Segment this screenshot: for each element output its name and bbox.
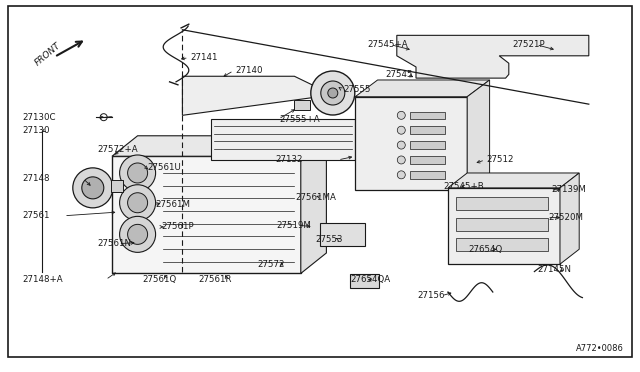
Bar [350, 274, 379, 288]
Bar [320, 223, 365, 246]
Text: 27156: 27156 [417, 291, 445, 300]
Circle shape [73, 168, 113, 208]
Text: 27561M: 27561M [155, 200, 190, 209]
Text: 27132: 27132 [275, 155, 303, 164]
Bar [456, 238, 548, 251]
Bar [410, 126, 445, 134]
Circle shape [397, 171, 405, 179]
Text: 27521P: 27521P [512, 40, 545, 49]
Bar [410, 112, 445, 119]
Polygon shape [112, 136, 326, 156]
Circle shape [120, 155, 156, 191]
Text: 27520M: 27520M [548, 213, 584, 222]
Circle shape [397, 126, 405, 134]
Polygon shape [397, 35, 589, 78]
Polygon shape [467, 80, 490, 190]
Text: 27561U: 27561U [148, 163, 182, 172]
Text: 27145N: 27145N [538, 265, 572, 274]
Text: 27561N: 27561N [97, 239, 131, 248]
Text: 27572: 27572 [257, 260, 285, 269]
Text: 27140: 27140 [235, 66, 262, 75]
Text: 27130C: 27130C [22, 113, 56, 122]
Text: 27519M: 27519M [276, 221, 311, 230]
Circle shape [397, 111, 405, 119]
Bar [410, 171, 445, 179]
Polygon shape [448, 173, 579, 188]
Circle shape [311, 71, 355, 115]
Text: 27545+B: 27545+B [443, 182, 484, 191]
Text: 27148: 27148 [22, 174, 50, 183]
Text: 27561: 27561 [22, 211, 50, 220]
Bar [456, 197, 548, 210]
Text: FRONT: FRONT [33, 41, 63, 68]
Circle shape [397, 156, 405, 164]
Circle shape [82, 177, 104, 199]
Text: 27141: 27141 [190, 53, 218, 62]
Text: 27654Q: 27654Q [468, 245, 503, 254]
Bar [410, 141, 445, 149]
Bar [111, 180, 123, 192]
Circle shape [397, 141, 405, 149]
Circle shape [127, 193, 148, 213]
Text: 27512: 27512 [486, 155, 514, 164]
Circle shape [328, 88, 338, 98]
Text: 27555: 27555 [343, 85, 371, 94]
Bar [112, 156, 301, 273]
Text: 27654QA: 27654QA [350, 275, 390, 284]
Circle shape [321, 81, 345, 105]
Text: 27555+A: 27555+A [280, 115, 320, 124]
Text: 27139M: 27139M [552, 185, 586, 194]
Polygon shape [355, 80, 490, 97]
Bar [448, 188, 560, 264]
Text: 27561R: 27561R [198, 275, 232, 284]
Polygon shape [211, 119, 355, 160]
Text: 27148+A: 27148+A [22, 275, 63, 284]
Polygon shape [182, 76, 333, 115]
Text: A772•0086: A772•0086 [576, 344, 624, 353]
Bar [294, 100, 310, 110]
Bar [410, 156, 445, 164]
Text: 27553: 27553 [315, 235, 342, 244]
Circle shape [100, 114, 107, 121]
Polygon shape [301, 136, 326, 273]
Bar [456, 218, 548, 231]
Text: 27130: 27130 [22, 126, 50, 135]
Circle shape [120, 217, 156, 252]
Text: 27545: 27545 [385, 70, 413, 79]
Circle shape [127, 224, 148, 244]
Text: 27545+A: 27545+A [367, 40, 408, 49]
Circle shape [127, 163, 148, 183]
Circle shape [120, 185, 156, 221]
Text: 27561MA: 27561MA [296, 193, 337, 202]
Polygon shape [560, 173, 579, 264]
Text: 27572+A: 27572+A [97, 145, 138, 154]
Bar [355, 97, 467, 190]
Text: 27561P: 27561P [161, 222, 194, 231]
Text: 27561Q: 27561Q [142, 275, 177, 284]
